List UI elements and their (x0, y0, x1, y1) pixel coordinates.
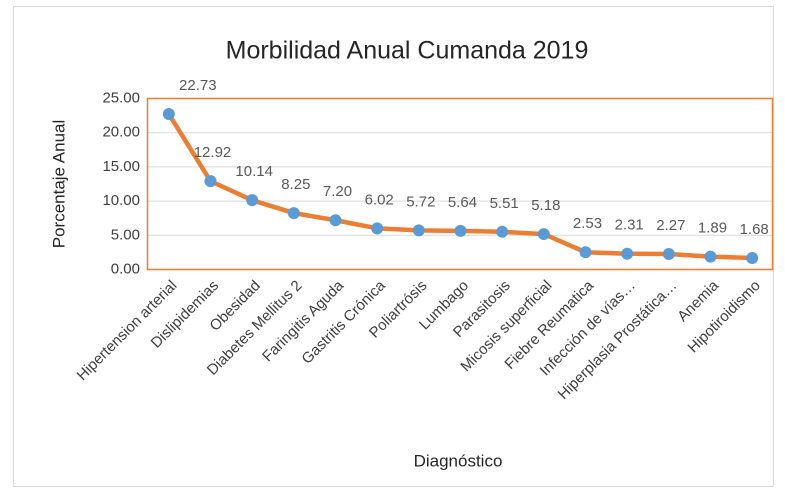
marker (704, 250, 717, 263)
marker (662, 247, 675, 260)
data-label: 5.72 (406, 193, 435, 210)
y-tick-label: 5.00 (111, 226, 140, 243)
marker (329, 214, 342, 227)
y-tick-label: 0.00 (111, 260, 140, 277)
data-label: 7.20 (323, 183, 352, 200)
marker (621, 247, 634, 260)
marker (454, 224, 467, 237)
data-label: 1.89 (698, 220, 727, 237)
data-label: 1.68 (740, 221, 769, 238)
marker (162, 108, 175, 121)
y-tick-label: 25.00 (102, 89, 140, 106)
y-axis-title: Porcentaje Anual (49, 120, 68, 249)
data-label: 5.18 (531, 197, 560, 214)
chart-frame (13, 6, 774, 487)
marker (412, 224, 425, 237)
data-label: 2.31 (615, 217, 644, 234)
marker (746, 252, 759, 265)
y-tick-label: 15.00 (102, 158, 140, 175)
chart-title: Morbilidad Anual Cumanda 2019 (226, 37, 589, 65)
marker (496, 225, 509, 238)
data-label: 12.92 (194, 144, 232, 161)
y-tick-label: 20.00 (102, 124, 140, 141)
marker (579, 246, 592, 259)
marker (204, 175, 217, 188)
data-label: 10.14 (235, 163, 273, 180)
plot-border (146, 97, 774, 271)
data-label: 22.73 (179, 77, 217, 94)
marker (287, 207, 300, 220)
marker (537, 228, 550, 241)
marker (371, 222, 384, 235)
data-label: 5.51 (490, 195, 519, 212)
data-label: 2.27 (656, 217, 685, 234)
data-label: 8.25 (281, 176, 310, 193)
y-tick-label: 10.00 (102, 192, 140, 209)
x-axis-title: Diagnóstico (414, 451, 503, 470)
data-label: 6.02 (365, 191, 394, 208)
marker (246, 194, 259, 207)
data-label: 5.64 (448, 194, 477, 211)
data-label: 2.53 (573, 215, 602, 232)
